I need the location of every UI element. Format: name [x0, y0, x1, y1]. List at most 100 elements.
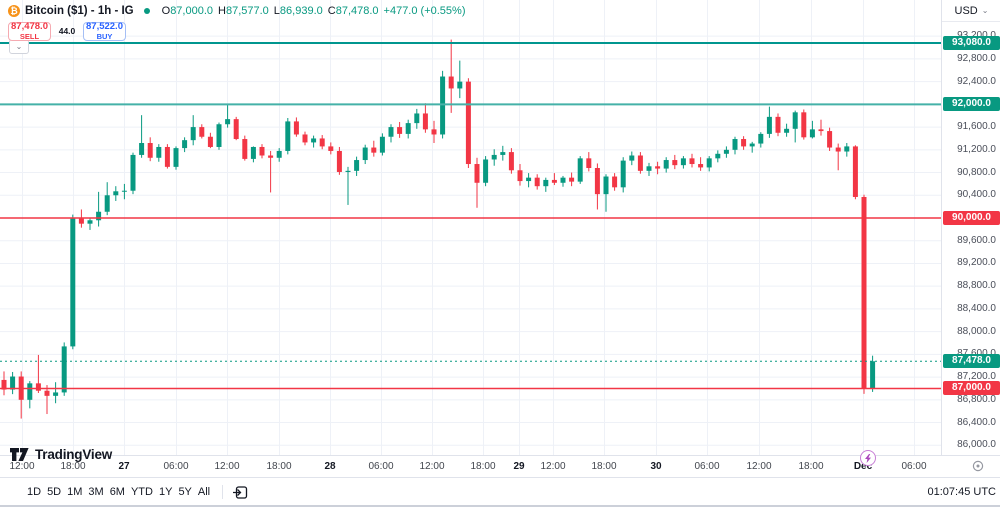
candle: [328, 146, 334, 151]
candle: [861, 196, 867, 389]
candle: [139, 143, 145, 155]
candle: [741, 139, 747, 147]
candle: [130, 154, 136, 191]
price-tick-label: 86,800.0: [957, 393, 996, 405]
candle: [534, 177, 540, 187]
date-range-buttons: 1D 5D 1M 3M 6M YTD 1Y 5Y All: [0, 484, 210, 500]
price-tick-label: 91,600.0: [957, 121, 996, 133]
range-button-6m[interactable]: 6M: [109, 486, 125, 498]
candle: [801, 112, 807, 138]
range-button-1d[interactable]: 1D: [27, 486, 42, 498]
candle: [302, 134, 308, 143]
candle-wick: [270, 150, 272, 193]
candle: [603, 176, 609, 195]
range-button-all[interactable]: All: [197, 486, 211, 498]
session-dot-icon[interactable]: [972, 459, 984, 477]
price-tick-label: 86,400.0: [957, 416, 996, 428]
candle: [293, 121, 299, 135]
candle: [121, 190, 127, 192]
candle-wick: [347, 166, 349, 205]
chart-canvas[interactable]: ⌄ ₿ Bitcoin ($1) - 1h - IG O87,000.0 H87,…: [0, 0, 941, 462]
candle-wick: [37, 354, 39, 393]
candle: [104, 195, 110, 212]
candle: [405, 123, 411, 134]
go-to-date-icon: [233, 485, 248, 499]
timezone-clock[interactable]: 01:07:45 UTC: [927, 486, 996, 498]
price-tick-label: 87,600.0: [957, 348, 996, 360]
candle-wick: [751, 141, 753, 153]
candle: [852, 146, 858, 197]
candle: [259, 146, 265, 156]
currency-selector[interactable]: USD ⌄: [942, 0, 1000, 22]
candle: [431, 129, 437, 135]
candle: [250, 146, 256, 159]
time-tick-label: 18:00: [470, 461, 496, 472]
range-button-3m[interactable]: 3M: [88, 486, 104, 498]
candle: [345, 170, 351, 172]
candle: [491, 154, 497, 160]
spread-value: 44.0: [58, 26, 76, 36]
candle: [61, 346, 67, 393]
candle: [870, 361, 876, 389]
time-tick-label: 18:00: [798, 461, 824, 472]
candle: [457, 81, 463, 89]
candle: [207, 136, 213, 147]
symbol-title[interactable]: Bitcoin ($1) - 1h - IG: [25, 5, 134, 17]
time-tick-label: 28: [324, 461, 336, 472]
sell-price: 87,478.0: [11, 20, 48, 32]
candle: [225, 119, 231, 125]
time-tick-label: Dec: [853, 461, 873, 472]
candle: [414, 113, 420, 124]
candle: [766, 116, 772, 134]
sell-button[interactable]: 87,478.0 SELL: [8, 20, 51, 41]
range-button-ytd[interactable]: YTD: [130, 486, 153, 498]
candle: [577, 158, 583, 182]
candle: [78, 218, 84, 224]
candle: [268, 155, 274, 158]
bottom-toolbar: 1D 5D 1M 3M 6M YTD 1Y 5Y All 01:07:45 UTC: [0, 477, 1000, 506]
price-tick-label: 88,400.0: [957, 302, 996, 314]
go-to-date-button[interactable]: [233, 485, 248, 500]
price-tick-label: 91,200.0: [957, 143, 996, 155]
candle: [680, 158, 686, 166]
candle-wick: [46, 385, 48, 415]
candle: [526, 177, 532, 182]
candle: [362, 147, 368, 161]
market-status-dot[interactable]: [143, 8, 150, 14]
tradingview-logo-icon: [10, 448, 29, 461]
range-button-1m[interactable]: 1M: [67, 486, 83, 498]
time-tick-label: 12:00: [419, 461, 445, 472]
candle: [388, 127, 394, 137]
range-button-5d[interactable]: 5D: [47, 486, 62, 498]
candle: [749, 143, 755, 147]
price-tag: 87,478.0: [943, 354, 1000, 369]
candle: [336, 150, 342, 172]
candle: [216, 124, 222, 147]
price-axis[interactable]: USD ⌄ 93,200.0 92,800.0 92,400.0 92,000.0 91…: [941, 0, 1000, 455]
level-line-handle-button[interactable]: ⌄: [9, 39, 29, 54]
buy-button[interactable]: 87,522.0 BUY: [83, 21, 126, 41]
candle: [354, 160, 360, 171]
candle: [182, 140, 188, 149]
candle: [732, 139, 738, 150]
time-tick-label: 06:00: [163, 461, 189, 472]
candle: [758, 133, 764, 144]
currency-label: USD: [954, 4, 978, 17]
candle: [517, 170, 523, 182]
event-lightning-icon[interactable]: [860, 450, 876, 466]
price-tick-label: 88,000.0: [957, 325, 996, 337]
time-tick-label: 12:00: [9, 461, 35, 472]
time-axis[interactable]: 12:00 18:00 27 06:00 12:00 18:00 28 06:00 12:00 1…: [0, 450, 1000, 478]
candle-wick: [227, 104, 229, 128]
price-tick-label: 90,800.0: [957, 166, 996, 178]
candle: [835, 147, 841, 152]
candlestick-chart[interactable]: [0, 0, 941, 455]
candle: [156, 146, 162, 158]
candle: [775, 116, 781, 133]
candle: [508, 152, 514, 171]
candle: [113, 191, 119, 196]
candle-wick: [459, 60, 461, 99]
range-button-1y[interactable]: 1Y: [158, 486, 173, 498]
range-button-5y[interactable]: 5Y: [178, 486, 192, 498]
candle: [147, 143, 153, 158]
